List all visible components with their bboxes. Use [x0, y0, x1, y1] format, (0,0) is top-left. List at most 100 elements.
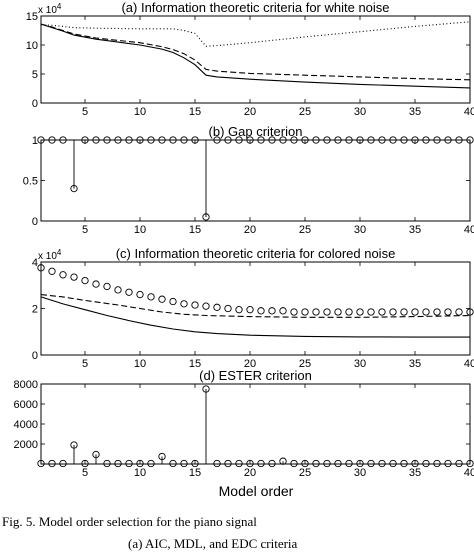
- criterion-marker: [345, 308, 353, 316]
- x-tick-label: 25: [299, 467, 311, 479]
- stem-marker: [356, 459, 364, 468]
- stem-marker: [301, 459, 309, 468]
- stem-marker: [125, 459, 133, 468]
- stem-marker: [191, 459, 199, 468]
- stem-marker: [92, 450, 100, 459]
- criterion-marker: [433, 308, 441, 316]
- y-tick-label: 4: [32, 257, 38, 269]
- panel-title: (b) Gap criterion: [209, 124, 303, 139]
- criterion-marker: [356, 308, 364, 316]
- x-tick-label: 35: [409, 224, 421, 236]
- criterion-marker: [37, 264, 45, 272]
- stem-marker: [411, 136, 419, 144]
- y-tick-label: 0.5: [23, 176, 38, 188]
- criterion-marker: [169, 297, 177, 306]
- x-tick-label: 25: [299, 106, 311, 118]
- criterion-marker: [136, 290, 144, 299]
- stem-marker: [202, 213, 210, 221]
- stem-marker: [235, 136, 243, 144]
- stem-marker: [213, 459, 221, 468]
- criterion-marker: [70, 273, 78, 281]
- y-multiplier: x 104: [38, 2, 62, 16]
- stem-marker: [400, 459, 408, 468]
- criterion-marker: [257, 307, 265, 315]
- stem-marker: [345, 136, 353, 144]
- criterion-marker: [455, 308, 463, 316]
- stem-marker: [444, 459, 452, 468]
- y-tick-label: 8000: [14, 379, 38, 391]
- stem-marker: [323, 459, 331, 468]
- criterion-marker: [312, 308, 320, 316]
- stem-marker: [257, 459, 265, 468]
- series-line-dashed: [40, 294, 471, 318]
- stem-marker: [422, 136, 430, 144]
- criterion-marker: [92, 280, 100, 288]
- stem-marker: [389, 459, 397, 468]
- stem-marker: [246, 459, 254, 468]
- x-tick-label: 20: [244, 106, 256, 118]
- stem-marker: [103, 136, 111, 144]
- axes-frame: [40, 261, 471, 356]
- criterion-marker: [81, 276, 89, 285]
- x-tick-label: 15: [189, 224, 201, 236]
- stem-marker: [290, 136, 298, 144]
- panel-title: (c) Information theoretic criteria for c…: [116, 246, 396, 261]
- stem-marker: [191, 136, 199, 144]
- criterion-marker: [323, 308, 331, 316]
- criterion-marker: [213, 303, 221, 311]
- stem-marker: [213, 136, 221, 144]
- criterion-marker: [444, 308, 452, 316]
- panel-ester-criterion: (d) ESTER criterion 5 10 15 20 25 30 35 40 2000 40…: [14, 368, 474, 479]
- stem-marker: [246, 136, 254, 144]
- x-tick-label: 10: [134, 358, 146, 370]
- criterion-marker: [48, 267, 56, 275]
- stem-marker: [345, 459, 353, 468]
- x-tick-label: 35: [409, 106, 421, 118]
- panel-gap-criterion: (b) Gap criterion 5 10 15 20 25 30 35 40 0 0.5 1: [23, 124, 474, 236]
- criterion-marker: [279, 307, 287, 315]
- stem-marker: [48, 459, 56, 468]
- stem-marker: [279, 136, 287, 144]
- stem-marker: [356, 136, 364, 144]
- criterion-marker: [235, 306, 243, 314]
- stem-marker: [378, 136, 386, 144]
- criterion-marker: [103, 282, 111, 291]
- panel-white-noise-criteria: (a) Information theoretic criteria for w…: [26, 0, 474, 118]
- stem-marker: [466, 136, 474, 144]
- stem-marker: [422, 459, 430, 468]
- x-tick-label: 25: [299, 224, 311, 236]
- stem-marker: [136, 459, 144, 468]
- x-tick-label: 5: [82, 358, 88, 370]
- axes-frame: [40, 139, 471, 222]
- stem-marker: [37, 136, 45, 144]
- x-tick-label: 5: [82, 224, 88, 236]
- criterion-marker: [114, 286, 122, 294]
- y-tick-label: 0: [32, 216, 38, 228]
- stem-marker: [59, 136, 67, 144]
- stem-marker: [103, 459, 111, 468]
- stem-marker: [92, 136, 100, 144]
- stem-marker: [433, 459, 441, 468]
- stem-marker: [334, 459, 342, 468]
- y-multiplier: x 104: [38, 248, 62, 262]
- x-tick-label: 15: [189, 106, 201, 118]
- y-tick-label: 6000: [14, 399, 38, 411]
- stem-marker: [257, 136, 265, 144]
- x-tick-label: 10: [134, 106, 146, 118]
- stem-marker: [235, 459, 243, 468]
- y-tick-label: 5: [32, 69, 38, 81]
- stem-marker: [367, 136, 375, 144]
- series-line-dotted: [40, 21, 471, 47]
- series-line-solid: [40, 23, 471, 89]
- stem-marker: [466, 459, 474, 468]
- stem-marker: [70, 441, 78, 449]
- x-tick-label: 35: [409, 467, 421, 479]
- y-tick-label: 4000: [14, 419, 38, 431]
- y-tick-label: 15: [26, 11, 38, 23]
- stem-marker: [433, 136, 441, 144]
- panel-title: (a) Information theoretic criteria for w…: [121, 0, 389, 15]
- panel-title: (d) ESTER criterion: [199, 368, 312, 383]
- stem-marker: [455, 459, 463, 468]
- criterion-marker: [367, 308, 375, 316]
